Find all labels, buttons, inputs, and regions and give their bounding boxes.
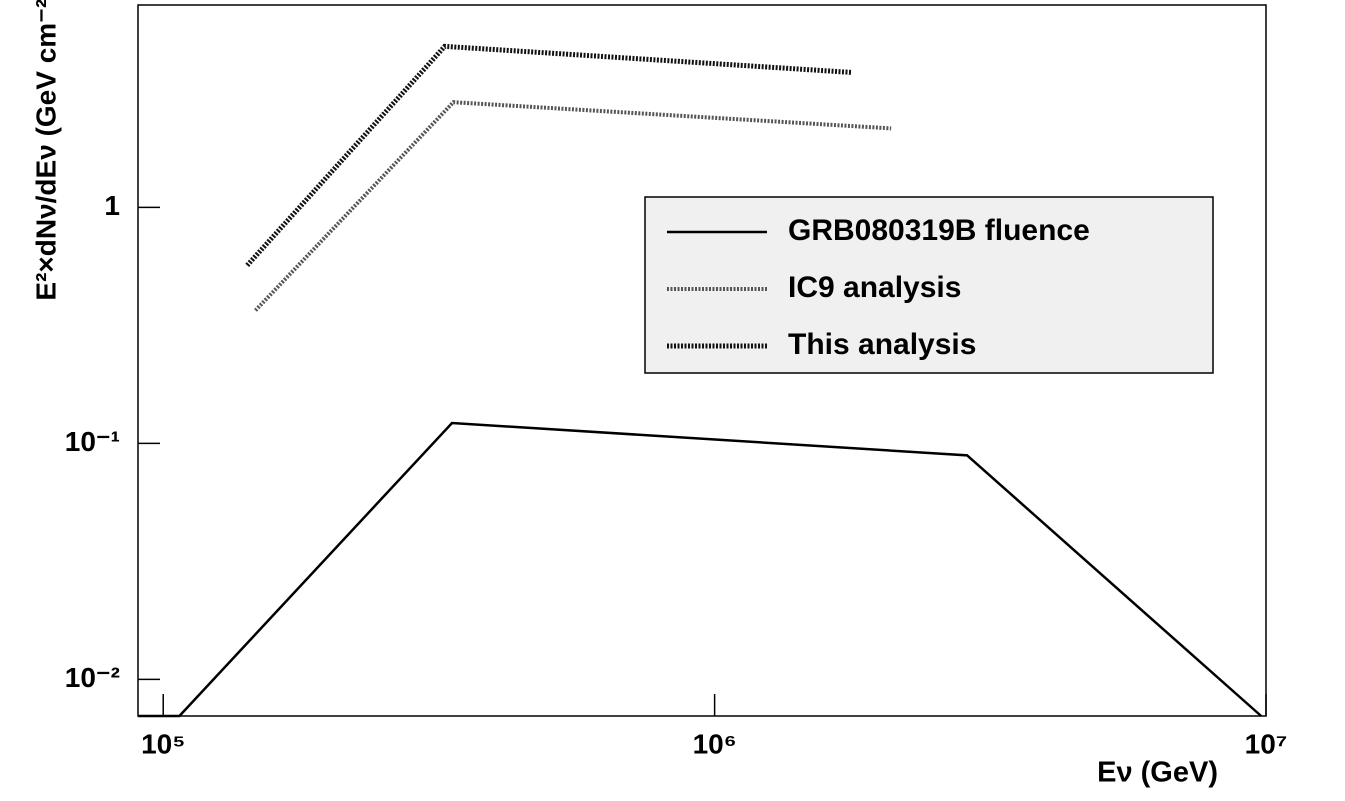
legend-label: GRB080319B fluence — [788, 214, 1090, 247]
y-axis-title: E²×dNν/dEν (GeV cm⁻²) — [30, 0, 61, 301]
legend-label: This analysis — [788, 328, 976, 361]
legend-label: IC9 analysis — [788, 271, 961, 304]
x-tick-label: 10⁶ — [693, 728, 737, 759]
series-line — [245, 43, 852, 268]
x-axis-title: Eν (GeV) — [1097, 757, 1218, 789]
series-line — [138, 421, 1262, 718]
y-tick-label: 1 — [104, 190, 120, 221]
series-line — [254, 100, 892, 312]
legend-box — [644, 196, 1214, 374]
x-tick-label: 10⁷ — [1245, 728, 1288, 759]
y-tick-label: 10⁻¹ — [65, 426, 120, 457]
y-tick-label: 10⁻² — [65, 662, 120, 693]
x-tick-label: 10⁵ — [141, 728, 185, 759]
